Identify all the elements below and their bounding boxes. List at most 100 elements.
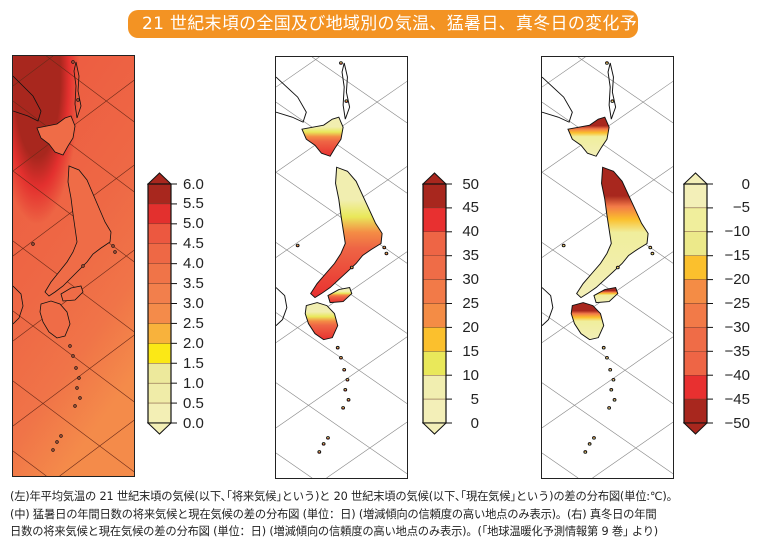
colorbar-tick-label: 1.0 bbox=[183, 374, 204, 392]
island-marker bbox=[343, 388, 348, 392]
colorbar-tick-label: 45 bbox=[462, 199, 479, 217]
honshu-outline bbox=[310, 166, 383, 299]
figure-title: 21 世紀末頃の全国及び地域別の気温、猛暑日、真冬日の変化予測 bbox=[128, 10, 638, 62]
colorbar-tick-label: −25 bbox=[724, 295, 750, 312]
korea-outline bbox=[276, 287, 288, 326]
hokkaido-outline bbox=[301, 116, 344, 157]
continent-outline bbox=[276, 76, 307, 123]
graticule-line bbox=[577, 57, 673, 124]
graticule-line bbox=[276, 452, 313, 478]
honshu-outline bbox=[576, 166, 649, 299]
graticule-line bbox=[542, 57, 586, 88]
sakhalin-outline bbox=[341, 62, 351, 120]
island-marker bbox=[78, 396, 82, 400]
colorbar-tick-label: 20 bbox=[462, 318, 479, 336]
figure-caption: (左)年平均気温の 21 世紀末頃の気候(以下､｢将来気候｣という)と 20 世… bbox=[10, 488, 760, 541]
colorbar-segment bbox=[147, 283, 172, 304]
colorbar-segment bbox=[147, 183, 172, 205]
colorbar-tick-label: 35 bbox=[462, 247, 479, 265]
graticule-line bbox=[13, 450, 47, 476]
extreme-hot-days-map bbox=[275, 56, 408, 479]
colorbar-tick-label: 25 bbox=[462, 295, 479, 312]
sakhalin-outline bbox=[73, 61, 82, 119]
graticule-line bbox=[13, 240, 134, 332]
island-marker bbox=[605, 61, 609, 65]
island-marker bbox=[71, 354, 75, 358]
colorbar-bottom-triangle bbox=[422, 422, 448, 435]
colorbar-segment bbox=[147, 203, 172, 225]
graticule-line bbox=[276, 382, 407, 474]
colorbar-tick-label: 5.0 bbox=[183, 215, 204, 233]
island-marker bbox=[583, 450, 588, 454]
colorbar-tick-label: 3.0 bbox=[183, 295, 204, 312]
graticule-line bbox=[542, 242, 673, 334]
colorbar-segment bbox=[147, 263, 172, 284]
colorbar-segment bbox=[147, 363, 172, 384]
island-marker bbox=[295, 243, 300, 248]
colorbar-tick-label: 5.5 bbox=[183, 195, 204, 213]
island-marker bbox=[339, 61, 343, 65]
island-marker bbox=[59, 434, 63, 438]
graticule-line bbox=[276, 101, 407, 194]
island-marker bbox=[339, 355, 343, 360]
colorbar-tick-label: −45 bbox=[724, 390, 750, 408]
colorbar-tick-label: 2.0 bbox=[183, 334, 204, 352]
shikoku-outline bbox=[60, 285, 84, 302]
continent-outline bbox=[13, 75, 42, 122]
graticule-line bbox=[311, 57, 407, 124]
colorbar-bottom-triangle bbox=[147, 422, 173, 435]
shikoku-outline bbox=[593, 287, 619, 304]
colorbar-tick-label: 15 bbox=[462, 342, 479, 360]
colorbar-segment bbox=[147, 303, 172, 324]
colorbar-tick-label: 4.0 bbox=[183, 255, 204, 273]
graticule-line bbox=[13, 100, 134, 192]
island-marker bbox=[592, 436, 596, 440]
colorbar-tick-label: −35 bbox=[724, 342, 750, 360]
caption-line: (中) 猛暑日の年間日数の将来気候と現在気候の差の分布図 (単位：日) (増減傾… bbox=[10, 507, 657, 521]
colorbar-tick-label: 50 bbox=[462, 175, 479, 193]
island-marker bbox=[326, 436, 330, 440]
graticule-line bbox=[542, 452, 579, 478]
colorbar-segment bbox=[147, 323, 172, 344]
sakhalin-outline bbox=[607, 62, 617, 120]
island-marker bbox=[73, 404, 77, 408]
island-marker bbox=[68, 344, 72, 348]
graticule-line bbox=[59, 420, 134, 476]
kyushu-outline bbox=[304, 302, 339, 341]
honshu-outline bbox=[44, 165, 112, 297]
graticule-line bbox=[276, 336, 407, 429]
island-marker bbox=[317, 450, 322, 454]
island-marker bbox=[615, 265, 620, 270]
graticule-line bbox=[13, 380, 134, 472]
island-marker bbox=[609, 388, 614, 392]
colorbar-bottom-triangle bbox=[683, 422, 709, 435]
island-marker bbox=[608, 367, 613, 372]
island-marker bbox=[650, 251, 655, 256]
graticule-line bbox=[542, 101, 673, 194]
graticule-line bbox=[276, 242, 407, 334]
island-marker bbox=[601, 345, 606, 350]
colorbar-tick-label: 6.0 bbox=[183, 175, 204, 193]
hokkaido-outline bbox=[36, 115, 76, 156]
graticule-line bbox=[592, 421, 673, 478]
graticule-line bbox=[542, 336, 673, 429]
island-marker bbox=[335, 345, 340, 350]
colorbar-tick-label: 0.5 bbox=[183, 394, 204, 412]
island-marker bbox=[612, 398, 617, 402]
graticule-line bbox=[13, 56, 54, 87]
island-marker bbox=[113, 250, 117, 254]
island-marker bbox=[611, 378, 616, 382]
colorbar-tick-label: 2.5 bbox=[183, 314, 204, 332]
colorbar-segment bbox=[147, 223, 172, 244]
island-marker bbox=[71, 60, 75, 64]
caption-line: (左)年平均気温の 21 世紀末頃の気候(以下､｢将来気候｣という)と 20 世… bbox=[10, 490, 678, 503]
colorbar-top-triangle bbox=[147, 172, 173, 185]
island-marker bbox=[607, 406, 612, 410]
colorbar-tick-label: −10 bbox=[724, 223, 750, 241]
island-marker bbox=[81, 264, 85, 268]
colorbar-tick-label: 5 bbox=[470, 390, 479, 408]
island-marker bbox=[587, 442, 592, 446]
colorbar-segment bbox=[147, 343, 172, 364]
island-marker bbox=[382, 245, 387, 250]
colorbar-tick-label: 0 bbox=[470, 414, 479, 432]
